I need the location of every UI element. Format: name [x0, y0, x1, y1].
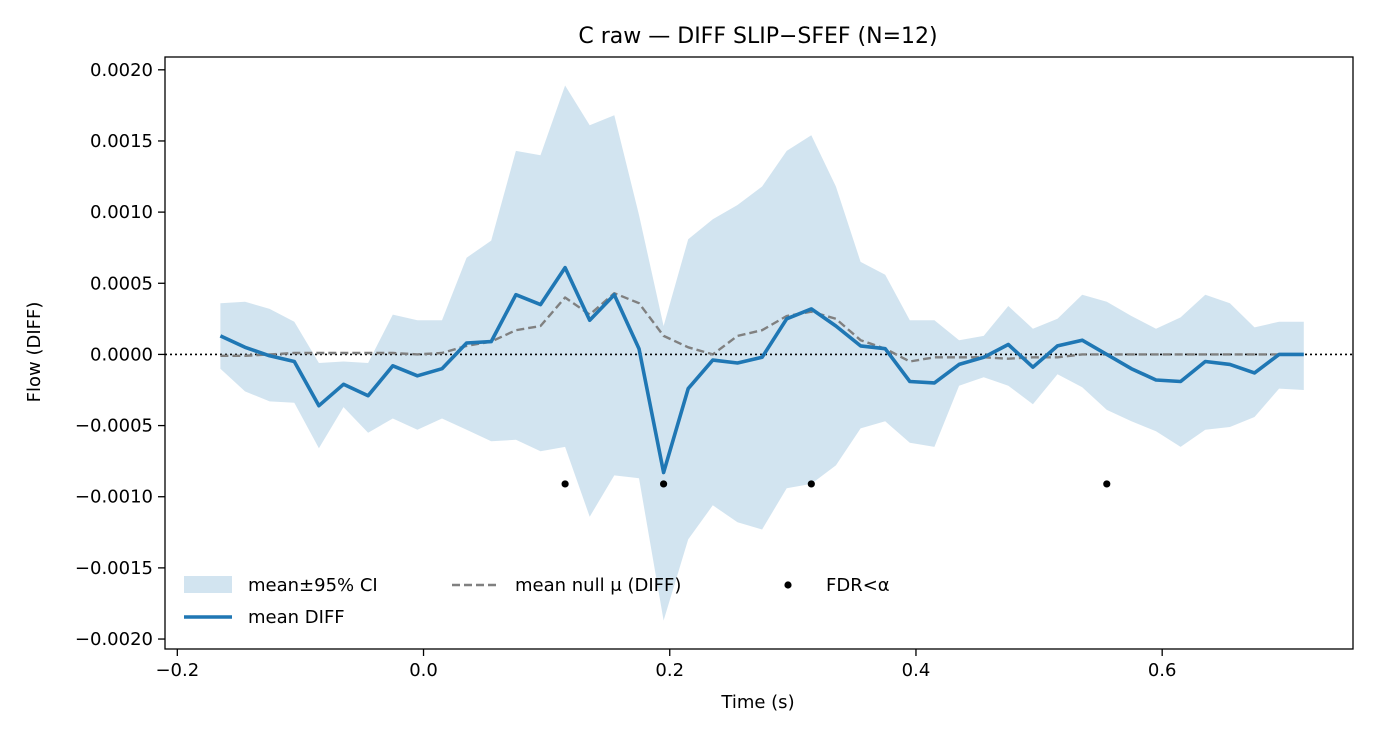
x-tick-label: 0.0: [409, 660, 438, 681]
y-tick-label: −0.0005: [75, 416, 153, 437]
y-tick-label: 0.0000: [90, 344, 153, 365]
x-tick-label: −0.2: [155, 660, 199, 681]
legend-label-mean-diff: mean DIFF: [248, 607, 345, 628]
ci-band-layer: [220, 85, 1304, 621]
fdr-point: [659, 480, 668, 488]
plot-frame: [164, 56, 1354, 650]
legend: mean±95% CI mean DIFF mean null μ (DIFF)…: [184, 575, 890, 628]
legend-label-ci-band: mean±95% CI: [248, 575, 378, 596]
y-tick-label: −0.0010: [75, 487, 153, 508]
fdr-point: [561, 480, 569, 488]
fdr-points-layer: [561, 480, 1111, 488]
x-tick-label: 0.6: [1148, 660, 1177, 681]
legend-swatch-ci-band: [184, 576, 232, 593]
x-tick-label: 0.4: [902, 660, 931, 681]
y-tick-label: 0.0015: [90, 131, 153, 152]
fdr-point: [1103, 480, 1111, 488]
y-tick-label: 0.0020: [90, 60, 153, 81]
y-axis-label: Flow (DIFF): [24, 302, 45, 403]
legend-label-fdr: FDR<α: [826, 575, 890, 596]
x-axis: −0.2 0.0 0.2 0.4 0.6: [155, 649, 1177, 681]
fdr-point: [807, 480, 815, 488]
y-tick-label: 0.0005: [90, 273, 153, 294]
chart-title: C raw — DIFF SLIP−SFEF (N=12): [578, 24, 937, 49]
y-tick-label: 0.0010: [90, 202, 153, 223]
legend-swatch-fdr: [784, 581, 792, 589]
y-axis: −0.0020 −0.0015 −0.0010 −0.0005 0.0000 0.0005…: [75, 60, 165, 650]
series-line-null-mean: [220, 292, 1304, 363]
legend-label-null-mean: mean null μ (DIFF): [515, 575, 681, 596]
series-line-mean-diff: [219, 265, 1304, 475]
y-tick-label: −0.0020: [75, 629, 153, 650]
series-layer: [219, 265, 1304, 475]
y-tick-label: −0.0015: [75, 558, 153, 579]
x-tick-label: 0.2: [655, 660, 684, 681]
ci-band-area: [220, 85, 1304, 621]
x-axis-label: Time (s): [720, 692, 794, 713]
